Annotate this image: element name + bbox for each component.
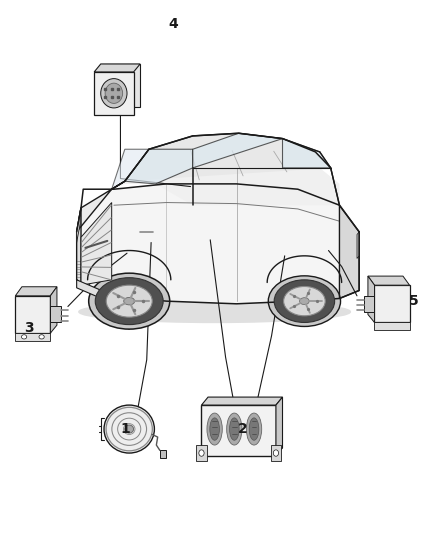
Polygon shape: [201, 405, 276, 456]
Polygon shape: [15, 333, 50, 341]
Polygon shape: [201, 448, 283, 456]
Polygon shape: [112, 155, 339, 205]
Ellipse shape: [300, 297, 309, 305]
Polygon shape: [276, 397, 283, 456]
Polygon shape: [160, 450, 166, 458]
Ellipse shape: [268, 276, 340, 326]
Polygon shape: [94, 72, 134, 115]
Ellipse shape: [39, 335, 44, 339]
Ellipse shape: [88, 273, 170, 329]
Polygon shape: [81, 203, 112, 285]
Polygon shape: [196, 445, 207, 461]
Ellipse shape: [95, 278, 163, 325]
Polygon shape: [357, 232, 359, 259]
Ellipse shape: [124, 297, 134, 305]
Polygon shape: [101, 64, 140, 107]
Ellipse shape: [21, 335, 27, 339]
Ellipse shape: [105, 83, 123, 103]
Polygon shape: [368, 276, 410, 285]
Ellipse shape: [283, 287, 325, 316]
Ellipse shape: [210, 418, 219, 440]
Polygon shape: [77, 184, 359, 304]
Polygon shape: [15, 287, 57, 296]
Polygon shape: [15, 296, 50, 333]
Polygon shape: [125, 133, 331, 181]
Polygon shape: [368, 276, 374, 322]
Polygon shape: [201, 397, 283, 405]
Ellipse shape: [227, 413, 242, 445]
Polygon shape: [193, 133, 283, 168]
Polygon shape: [77, 208, 81, 285]
Polygon shape: [339, 205, 359, 298]
Polygon shape: [112, 149, 149, 189]
Polygon shape: [374, 285, 410, 322]
Ellipse shape: [274, 280, 335, 322]
Ellipse shape: [273, 450, 279, 456]
Polygon shape: [77, 181, 125, 232]
Polygon shape: [94, 64, 140, 72]
Polygon shape: [364, 296, 374, 312]
Polygon shape: [271, 445, 281, 461]
Ellipse shape: [207, 413, 223, 445]
Ellipse shape: [246, 413, 262, 445]
Ellipse shape: [106, 285, 152, 317]
Ellipse shape: [199, 450, 204, 456]
Polygon shape: [283, 139, 331, 168]
Text: 3: 3: [24, 321, 33, 335]
Text: 2: 2: [238, 422, 248, 436]
Polygon shape: [50, 287, 57, 333]
Text: 4: 4: [168, 17, 178, 31]
Polygon shape: [374, 322, 410, 330]
Polygon shape: [77, 211, 80, 243]
Ellipse shape: [249, 418, 259, 440]
Ellipse shape: [101, 78, 127, 108]
Text: 5: 5: [409, 294, 419, 308]
Polygon shape: [125, 149, 193, 184]
Polygon shape: [77, 280, 114, 304]
Ellipse shape: [230, 418, 239, 440]
Ellipse shape: [104, 405, 154, 453]
Text: 1: 1: [120, 422, 130, 436]
Polygon shape: [50, 306, 61, 322]
Ellipse shape: [125, 425, 134, 433]
Ellipse shape: [79, 301, 350, 322]
